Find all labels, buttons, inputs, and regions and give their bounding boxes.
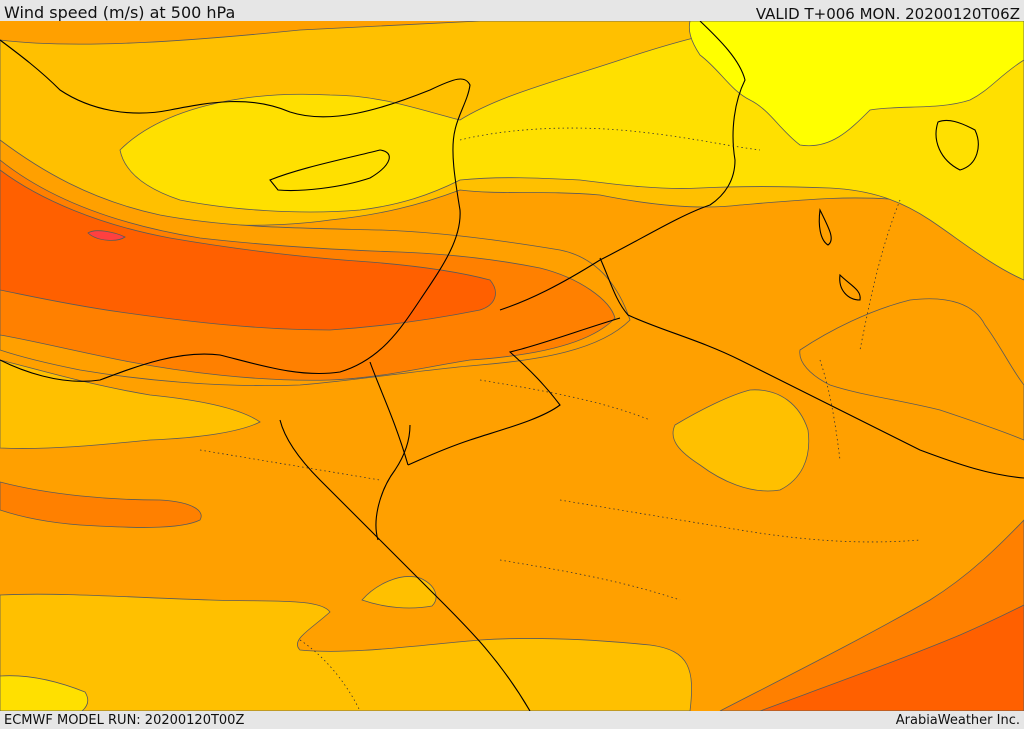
wind-band-sinai-pocket: [361, 576, 437, 609]
wind-speed-map: [0, 21, 1024, 711]
province-borders: [199, 127, 921, 711]
wind-band-southeast-core: [759, 604, 1024, 711]
header-bar: Wind speed (m/s) at 500 hPa VALID T+006 …: [0, 0, 1024, 23]
valid-time-label: VALID T+006 MON. 20200120T06Z: [755, 5, 1020, 23]
wind-band-arabia-pocket: [672, 389, 810, 492]
coastlines: [0, 21, 1024, 711]
model-run-label: ECMWF MODEL RUN: 20200120T00Z: [4, 713, 245, 728]
map-title: Wind speed (m/s) at 500 hPa: [4, 3, 236, 22]
wind-band-south-yellow: [0, 675, 89, 711]
wind-band-jet-max: [87, 230, 126, 241]
wind-band-libya-orange: [0, 481, 202, 528]
wind-band-northeast: [688, 21, 1024, 147]
wind-band-west-pocket: [0, 359, 261, 449]
footer-bar: ECMWF MODEL RUN: 20200120T00Z ArabiaWeat…: [0, 711, 1024, 729]
wind-band-jet-core: [0, 169, 496, 331]
credit-label: ArabiaWeather Inc.: [895, 713, 1020, 728]
wind-band-south: [0, 593, 692, 711]
